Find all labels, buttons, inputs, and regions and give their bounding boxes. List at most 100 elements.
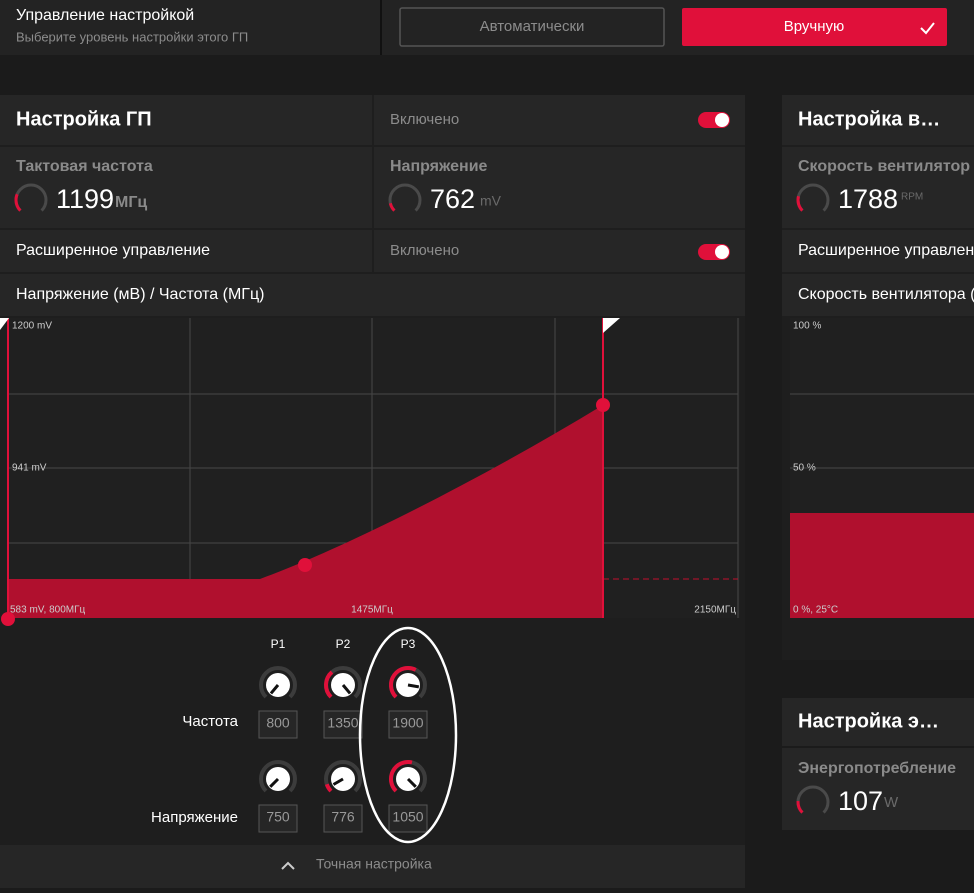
handle[interactable]	[0, 318, 9, 330]
stat-value: 107	[838, 786, 883, 816]
value-input-text[interactable]: 1350	[327, 715, 358, 731]
curve-title: Скорость вентилятора (L	[798, 286, 974, 303]
toggle-knob[interactable]	[715, 245, 729, 259]
row-label: Напряжение	[151, 809, 238, 826]
footer[interactable]	[0, 845, 745, 888]
row	[374, 230, 745, 272]
knob-pointer[interactable]	[269, 684, 280, 695]
axis-label: 941 mV	[12, 463, 47, 474]
gauge-fill	[14, 193, 22, 212]
knob-track[interactable]	[324, 760, 362, 793]
value-input-text[interactable]: 776	[331, 809, 355, 825]
gauge-fill	[796, 800, 804, 814]
state-header: P3	[401, 637, 416, 651]
value-input[interactable]	[323, 710, 363, 739]
knob-fill[interactable]	[389, 760, 413, 793]
value-input[interactable]	[258, 710, 298, 739]
curve-point[interactable]	[1, 612, 15, 626]
auto-button[interactable]	[399, 7, 665, 47]
manual-button[interactable]	[682, 8, 947, 46]
knob-pointer[interactable]	[332, 777, 344, 786]
row-label: Расширенное управлени	[798, 242, 974, 259]
gauge-track	[388, 183, 422, 212]
panel-title: Настройка ГП	[16, 108, 152, 130]
value-input[interactable]	[388, 710, 428, 739]
panel-header	[0, 95, 372, 145]
knob-fill[interactable]	[324, 670, 334, 699]
value-input-text[interactable]: 1050	[392, 809, 423, 825]
stat-unit: W	[884, 794, 899, 811]
axis-label: 583 mV, 800МГц	[10, 605, 86, 616]
axis-label: 1475МГц	[351, 605, 393, 616]
fan-chart: 100 % 50 % 0 %, 25°C	[790, 318, 974, 618]
axis-label: 100 %	[793, 321, 821, 332]
stat-value: 762	[430, 184, 475, 214]
knob-fill[interactable]	[389, 666, 417, 699]
gauge-fill	[388, 202, 396, 212]
knob-fill[interactable]	[324, 783, 333, 793]
row-label: Частота	[182, 713, 238, 730]
knob-pointer[interactable]	[341, 684, 352, 695]
curve-point[interactable]	[596, 398, 610, 412]
footer-label[interactable]: Точная настройка	[316, 856, 432, 872]
axis-label: 50 %	[793, 463, 816, 474]
chevron-icon[interactable]	[281, 861, 295, 870]
axis-label: 2150МГц	[694, 605, 736, 616]
row-label: Расширенное управление	[16, 242, 210, 259]
value-input[interactable]	[388, 804, 428, 833]
highlight-ellipse	[358, 626, 458, 844]
toggle-knob[interactable]	[715, 113, 729, 127]
curve-area	[8, 405, 603, 618]
stat-cell	[782, 147, 974, 228]
row	[782, 274, 974, 316]
section-title: Управление настройкой	[16, 7, 194, 24]
state-header: P1	[271, 637, 286, 651]
knob-pointer[interactable]	[269, 777, 280, 788]
value-input[interactable]	[258, 804, 298, 833]
row	[0, 274, 745, 316]
stat-cell	[374, 147, 745, 228]
row	[0, 230, 372, 272]
stat-unit: RPM	[901, 192, 923, 203]
panel-title: Настройка в…	[798, 108, 940, 130]
manual-button-label[interactable]: Вручную	[784, 18, 845, 35]
panel-header	[782, 95, 974, 145]
curve-point[interactable]	[298, 558, 312, 572]
stat-label: Напряжение	[390, 158, 488, 175]
knob-track[interactable]	[259, 760, 297, 793]
row	[782, 230, 974, 272]
power-panel	[782, 698, 974, 830]
status: Включено	[390, 242, 459, 259]
fan-area	[790, 513, 974, 618]
toggle[interactable]	[698, 244, 730, 260]
toggle[interactable]	[698, 112, 730, 128]
axis-label: 0 %, 25°C	[793, 605, 838, 616]
knob-pointer[interactable]	[406, 777, 417, 788]
stat-label: Тактовая частота	[16, 158, 153, 175]
section-subtitle: Выберите уровень настройки этого ГП	[16, 29, 248, 44]
stat-cell	[0, 147, 372, 228]
handle[interactable]	[603, 318, 620, 333]
knob-track[interactable]	[259, 666, 297, 699]
value-input-text[interactable]: 750	[266, 809, 290, 825]
auto-button-label[interactable]: Автоматически	[480, 18, 585, 35]
stat-label: Энергопотребление	[798, 760, 956, 777]
knob-pointer[interactable]	[407, 683, 420, 689]
status: Включено	[390, 111, 459, 128]
value-input-text[interactable]: 800	[266, 715, 290, 731]
stat-value: 1199	[56, 184, 114, 214]
stat-value: 1788	[838, 184, 898, 214]
panel-title: Настройка э…	[798, 710, 939, 732]
value-input-text[interactable]: 1900	[392, 715, 423, 731]
value-input[interactable]	[323, 804, 363, 833]
panel-header-status	[374, 95, 745, 145]
stat-unit: МГц	[115, 194, 147, 211]
stat-label: Скорость вентилятор	[798, 158, 970, 175]
gauge-fill	[796, 195, 804, 212]
axis-label: 1200 mV	[12, 321, 52, 332]
state-header: P2	[336, 637, 351, 651]
curve-title: Напряжение (мВ) / Частота (МГц)	[16, 286, 264, 303]
check-icon	[920, 22, 935, 35]
